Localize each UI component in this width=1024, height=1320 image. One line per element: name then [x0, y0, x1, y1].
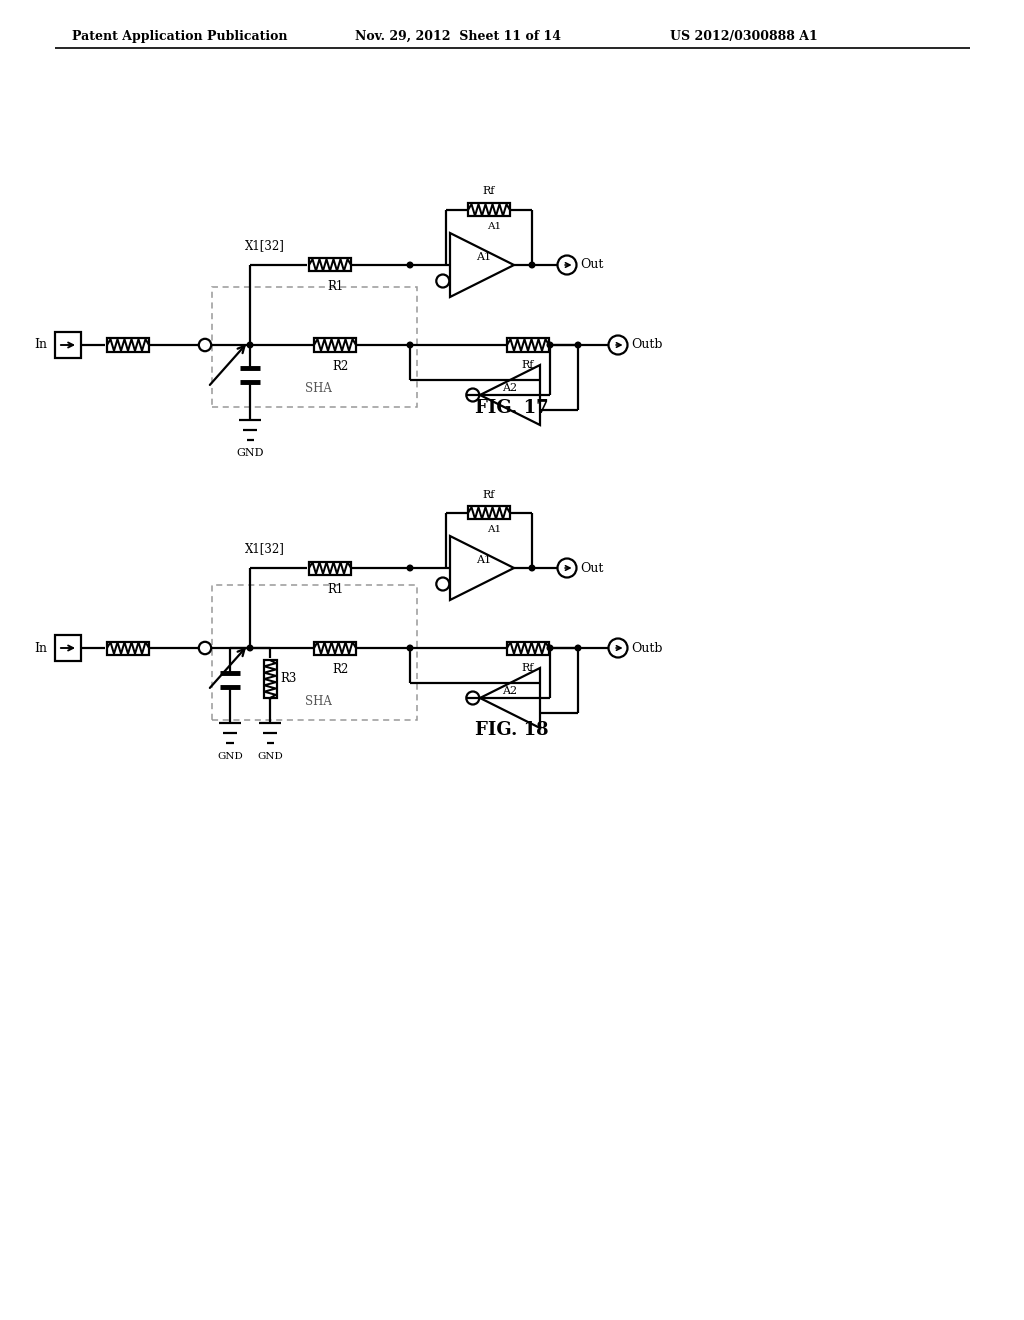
Text: Rf: Rf — [482, 490, 496, 499]
Text: US 2012/0300888 A1: US 2012/0300888 A1 — [670, 30, 818, 44]
Circle shape — [408, 645, 413, 651]
Text: R2: R2 — [332, 663, 348, 676]
Circle shape — [408, 342, 413, 347]
Text: X1[32]: X1[32] — [245, 543, 285, 554]
Text: GND: GND — [257, 752, 283, 762]
Text: Nov. 29, 2012  Sheet 11 of 14: Nov. 29, 2012 Sheet 11 of 14 — [355, 30, 561, 44]
Circle shape — [529, 565, 535, 570]
Text: Outb: Outb — [631, 642, 663, 655]
Text: Rf: Rf — [482, 186, 496, 197]
Bar — [309, 259, 351, 272]
Bar — [212, 286, 417, 407]
Text: GND: GND — [217, 752, 243, 762]
Text: R3: R3 — [280, 672, 296, 685]
Circle shape — [547, 342, 553, 347]
Text: Rf: Rf — [522, 663, 535, 672]
Circle shape — [199, 339, 211, 351]
Circle shape — [247, 342, 253, 347]
Circle shape — [408, 565, 413, 570]
Bar — [314, 642, 356, 655]
Bar — [468, 203, 510, 216]
Text: FIG. 18: FIG. 18 — [475, 721, 549, 739]
Circle shape — [575, 645, 581, 651]
Circle shape — [547, 645, 553, 651]
Text: X1[32]: X1[32] — [245, 239, 285, 252]
Bar — [263, 660, 276, 698]
Text: A2: A2 — [503, 383, 517, 393]
Text: R1: R1 — [327, 582, 343, 595]
Text: Rf: Rf — [522, 359, 535, 370]
Text: A2: A2 — [503, 686, 517, 696]
Bar — [309, 561, 351, 574]
Bar — [507, 338, 549, 351]
Text: A1: A1 — [487, 525, 501, 535]
Bar — [106, 338, 150, 351]
Text: R1: R1 — [327, 280, 343, 293]
Bar — [212, 585, 417, 719]
Circle shape — [529, 263, 535, 268]
Text: A1: A1 — [476, 554, 492, 565]
Text: GND: GND — [237, 447, 264, 458]
Circle shape — [408, 263, 413, 268]
Text: R2: R2 — [332, 359, 348, 372]
Text: In: In — [34, 338, 47, 351]
Bar — [468, 507, 510, 520]
Bar — [55, 635, 81, 661]
Text: Out: Out — [580, 259, 603, 272]
Text: FIG. 17: FIG. 17 — [475, 399, 549, 417]
Bar — [314, 338, 356, 351]
Text: A1: A1 — [487, 223, 501, 231]
Circle shape — [575, 342, 581, 347]
Circle shape — [247, 645, 253, 651]
Bar — [55, 333, 81, 358]
Text: SHA: SHA — [305, 381, 332, 395]
Text: Patent Application Publication: Patent Application Publication — [72, 30, 288, 44]
Bar — [507, 642, 549, 655]
Text: Outb: Outb — [631, 338, 663, 351]
Bar — [106, 642, 150, 655]
Circle shape — [199, 642, 211, 655]
Text: A1: A1 — [476, 252, 492, 261]
Text: Out: Out — [580, 561, 603, 574]
Text: In: In — [34, 642, 47, 655]
Text: SHA: SHA — [305, 696, 332, 708]
